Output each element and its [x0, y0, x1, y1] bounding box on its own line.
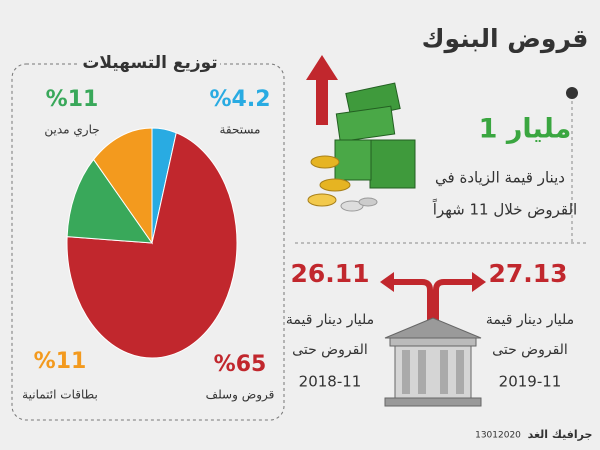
- dot: [566, 87, 578, 99]
- loan-text: مليار دينار قيمة: [486, 312, 574, 328]
- slice-category-label: مستحقة: [219, 123, 260, 137]
- bank-building-icon: [380, 272, 486, 407]
- footer-credit: جرافيك الغد: [528, 428, 593, 441]
- loan-value: 26.11: [290, 259, 369, 288]
- increase-amount: 1 مليار: [479, 114, 572, 145]
- pie-slice: [66, 132, 238, 359]
- loan-text: القروض حتى: [492, 342, 568, 358]
- slice-value-label: %11: [34, 349, 87, 374]
- loan-date: 2019-11: [499, 373, 562, 391]
- up-arrow: [306, 55, 338, 125]
- slice-category-label: قروض وسلف: [206, 388, 275, 403]
- slice-category-label: بطاقات ائتمانية: [22, 388, 98, 402]
- loan-text: القروض حتى: [292, 342, 368, 358]
- increase-text: دينار قيمة الزيادة في: [435, 169, 565, 188]
- chart-title: توزيع التسهيلات: [82, 53, 217, 73]
- pie-slice: [92, 127, 153, 245]
- title-bg: [78, 50, 220, 76]
- loan-date: 2018-11: [299, 373, 362, 391]
- money-icon: [307, 82, 416, 212]
- footer-date: 13012020: [475, 431, 521, 441]
- main-title: قروض البنوك: [422, 24, 589, 54]
- slice-value-label: %11: [46, 87, 99, 112]
- pie-chart: %4.2 مستحقة %65 قروض وسلف %11 جاري مدين %11 بطا…: [22, 87, 274, 403]
- pie-slice: [66, 158, 154, 244]
- loan-text: مليار دينار قيمة: [286, 312, 374, 328]
- slice-category-label: جاري مدين: [44, 123, 99, 138]
- slice-value-label: %65: [214, 352, 267, 377]
- slice-value-label: %4.2: [209, 87, 270, 112]
- loan-value: 27.13: [488, 259, 567, 288]
- increase-text: القروض خلال 11 شهراً: [432, 198, 577, 218]
